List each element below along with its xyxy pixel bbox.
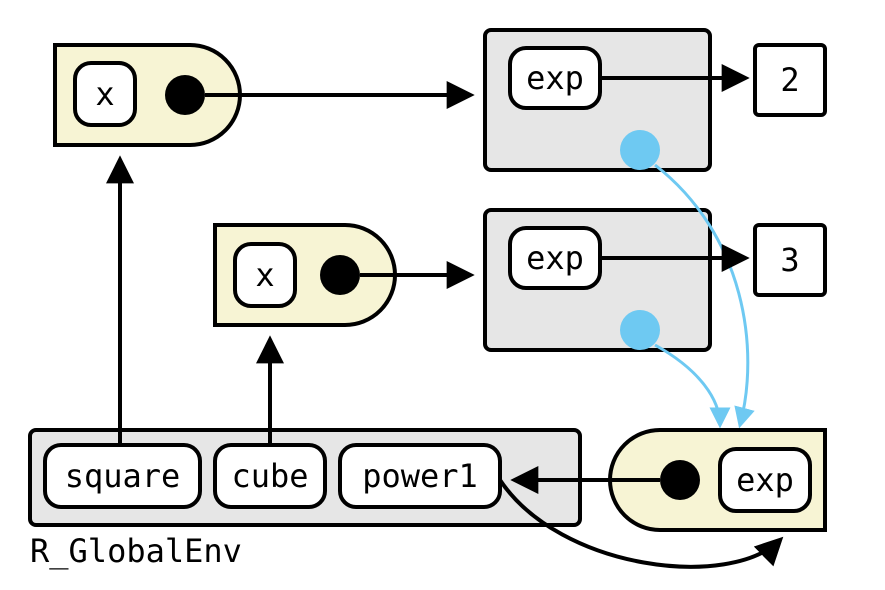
square_env: exp [485,30,710,170]
global-env-binding-cube-label: cube [231,457,308,495]
val2-text: 2 [780,61,799,99]
square_env-exp-label: exp [526,59,584,97]
cube_env-exp-label: exp [526,239,584,277]
val3: 3 [755,225,825,295]
square_closure-env-dot [165,75,205,115]
cube_env-parent-dot [620,310,660,350]
square_closure-arg-label: x [95,75,114,113]
global-env: square cube power1 [30,430,580,525]
cube_env: exp [485,210,710,350]
val2: 2 [755,45,825,115]
global-env-binding-power1-label: power1 [362,457,478,495]
global-env-binding-square-label: square [65,457,181,495]
global-env-binding-power1: power1 [340,445,500,507]
square_env-parent-dot [620,130,660,170]
power1_closure-arg-label: exp [736,461,794,499]
val3-text: 3 [780,241,799,279]
global-env-binding-cube: cube [215,445,325,507]
power1_closure-env-dot [660,460,700,500]
cube_closure-env-dot [320,255,360,295]
global-env-binding-square: square [45,445,200,507]
global-env-title: R_GlobalEnv [30,532,242,570]
cube_closure-arg-label: x [255,256,274,294]
